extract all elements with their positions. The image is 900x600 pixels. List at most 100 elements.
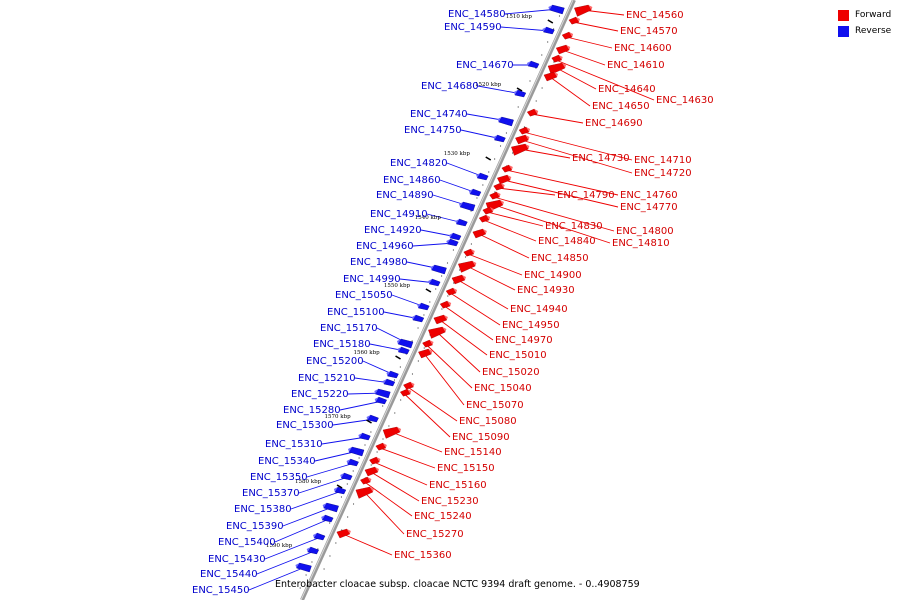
forward-gene-label[interactable]: ENC_14690 [585, 118, 643, 129]
reverse-gene-enc-14670 [526, 60, 540, 69]
forward-gene-label[interactable]: ENC_14730 [572, 153, 630, 164]
minor-tick-dot [382, 438, 384, 440]
reverse-gene-label[interactable]: ENC_14740 [410, 109, 468, 120]
reverse-gene-label[interactable]: ENC_14680 [421, 81, 479, 92]
reverse-gene-label[interactable]: ENC_15400 [218, 537, 276, 548]
forward-gene-label[interactable]: ENC_14710 [634, 155, 692, 166]
reverse-gene-label[interactable]: ENC_15300 [276, 420, 334, 431]
forward-gene-label[interactable]: ENC_14600 [614, 43, 672, 54]
reverse-gene-label[interactable]: ENC_14990 [343, 274, 401, 285]
forward-gene-label[interactable]: ENC_14720 [634, 168, 692, 179]
reverse-gene-label[interactable]: ENC_15200 [306, 356, 364, 367]
forward-gene-label[interactable]: ENC_15140 [444, 447, 502, 458]
forward-gene-label[interactable]: ENC_14570 [620, 26, 678, 37]
minor-tick-dot [317, 548, 319, 550]
forward-gene-label[interactable]: ENC_15160 [429, 480, 487, 491]
reverse-gene-enc-14960 [446, 238, 459, 247]
reverse-gene-label[interactable]: ENC_14860 [383, 175, 441, 186]
reverse-gene-enc-15220 [374, 388, 391, 399]
minor-tick-dot [305, 574, 307, 576]
minor-tick-dot [441, 275, 443, 277]
forward-leader [444, 305, 494, 341]
ruler-tick [336, 484, 343, 489]
forward-gene-enc-14570 [568, 16, 580, 25]
reverse-gene-label[interactable]: ENC_14910 [370, 209, 428, 220]
forward-gene-label[interactable]: ENC_15040 [474, 383, 532, 394]
minor-tick-dot [435, 288, 437, 290]
reverse-gene-label[interactable]: ENC_15310 [265, 439, 323, 450]
forward-gene-label[interactable]: ENC_14830 [545, 221, 603, 232]
reverse-gene-label[interactable]: ENC_14750 [404, 125, 462, 136]
forward-gene-label[interactable]: ENC_14940 [510, 304, 568, 315]
reverse-gene-label[interactable]: ENC_15340 [258, 456, 316, 467]
forward-gene-label[interactable]: ENC_14630 [656, 95, 714, 106]
reverse-gene-label[interactable]: ENC_15390 [226, 521, 284, 532]
minor-tick-dot [494, 158, 496, 160]
reverse-gene-label[interactable]: ENC_15170 [320, 323, 378, 334]
reverse-gene-label[interactable]: ENC_15100 [327, 307, 385, 318]
forward-gene-label[interactable]: ENC_14840 [538, 236, 596, 247]
forward-gene-enc-15240 [360, 476, 372, 485]
forward-gene-label[interactable]: ENC_15080 [459, 416, 517, 427]
minor-tick-dot [547, 41, 549, 43]
forward-gene-label[interactable]: ENC_14610 [607, 60, 665, 71]
forward-gene-label[interactable]: ENC_14790 [557, 190, 615, 201]
forward-gene-enc-14900 [463, 248, 475, 257]
reverse-gene-label[interactable]: ENC_15380 [234, 504, 292, 515]
forward-gene-label[interactable]: ENC_14810 [612, 238, 670, 249]
reverse-gene-label[interactable]: ENC_15050 [335, 290, 393, 301]
reverse-gene-label[interactable]: ENC_15210 [298, 373, 356, 384]
forward-gene-label[interactable]: ENC_14770 [620, 202, 678, 213]
forward-gene-label[interactable]: ENC_14800 [616, 226, 674, 237]
forward-leader [478, 233, 530, 259]
reverse-gene-label[interactable]: ENC_14580 [448, 9, 506, 20]
minor-tick-dot [423, 347, 425, 349]
forward-gene-label[interactable]: ENC_15090 [452, 432, 510, 443]
forward-gene-label[interactable]: ENC_15270 [406, 529, 464, 540]
forward-gene-label[interactable]: ENC_15240 [414, 511, 472, 522]
forward-gene-label[interactable]: ENC_15230 [421, 496, 479, 507]
reverse-gene-label[interactable]: ENC_14590 [444, 22, 502, 33]
reverse-gene-label[interactable]: ENC_14820 [390, 158, 448, 169]
forward-leader [379, 447, 436, 469]
forward-gene-label[interactable]: ENC_15070 [466, 400, 524, 411]
reverse-gene-label[interactable]: ENC_14980 [350, 257, 408, 268]
reverse-gene-label[interactable]: ENC_14890 [376, 190, 434, 201]
reverse-gene-label[interactable]: ENC_15220 [291, 389, 349, 400]
reverse-gene-enc-14580 [548, 4, 565, 15]
reverse-gene-label[interactable]: ENC_15350 [250, 472, 308, 483]
reverse-gene-enc-15400 [321, 514, 334, 523]
reverse-gene-label[interactable]: ENC_15370 [242, 488, 300, 499]
reverse-gene-label[interactable]: ENC_14670 [456, 60, 514, 71]
forward-gene-label[interactable]: ENC_14640 [598, 84, 656, 95]
minor-tick-dot [482, 184, 484, 186]
reverse-gene-label[interactable]: ENC_15440 [200, 569, 258, 580]
minor-tick-dot [329, 555, 331, 557]
forward-gene-label[interactable]: ENC_15360 [394, 550, 452, 561]
minor-tick-dot [446, 262, 449, 264]
reverse-gene-label[interactable]: ENC_15280 [283, 405, 341, 416]
forward-gene-label[interactable]: ENC_14930 [517, 285, 575, 296]
forward-leader [556, 67, 597, 90]
forward-gene-label[interactable]: ENC_14850 [531, 253, 589, 264]
reverse-gene-label[interactable]: ENC_15430 [208, 554, 266, 565]
forward-gene-label[interactable]: ENC_14560 [626, 10, 684, 21]
forward-gene-label[interactable]: ENC_15020 [482, 367, 540, 378]
forward-gene-label[interactable]: ENC_14760 [620, 190, 678, 201]
reverse-gene-label[interactable]: ENC_15180 [313, 339, 371, 350]
minor-tick-dot [552, 28, 555, 30]
forward-gene-enc-15230 [364, 466, 379, 477]
reverse-gene-label[interactable]: ENC_15450 [192, 585, 250, 596]
forward-gene-label[interactable]: ENC_14900 [524, 270, 582, 281]
forward-gene-label[interactable]: ENC_14650 [592, 101, 650, 112]
forward-leader [493, 196, 615, 232]
forward-gene-label[interactable]: ENC_14950 [502, 320, 560, 331]
forward-leader [436, 331, 481, 373]
forward-gene-label[interactable]: ENC_15150 [437, 463, 495, 474]
forward-gene-label[interactable]: ENC_15010 [489, 350, 547, 361]
reverse-gene-label[interactable]: ENC_14960 [356, 241, 414, 252]
forward-gene-label[interactable]: ENC_14970 [495, 335, 553, 346]
reverse-gene-enc-14990 [428, 278, 441, 287]
reverse-gene-label[interactable]: ENC_14920 [364, 225, 422, 236]
minor-tick-dot [470, 243, 472, 245]
